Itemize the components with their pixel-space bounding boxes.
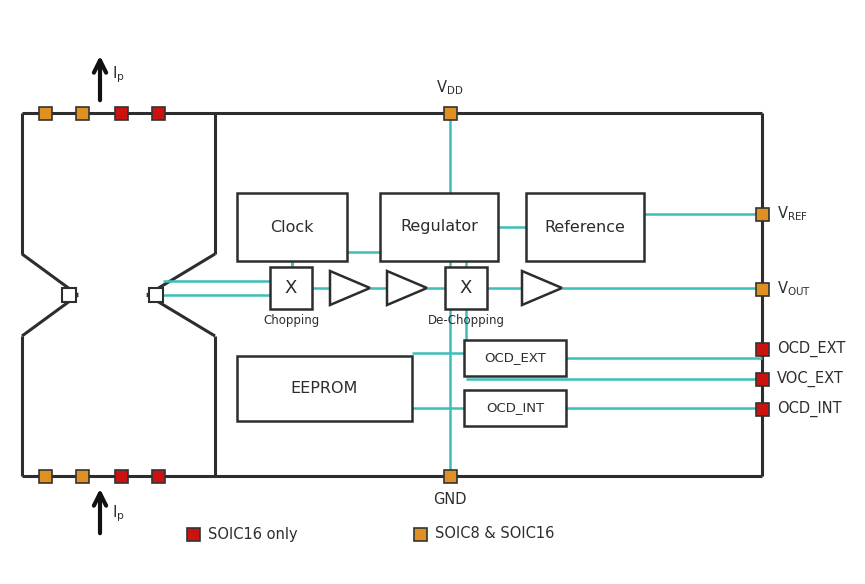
Text: Chopping: Chopping bbox=[263, 314, 319, 327]
Polygon shape bbox=[330, 271, 370, 305]
Text: VOC_EXT: VOC_EXT bbox=[777, 371, 844, 387]
Bar bbox=[114, 470, 127, 482]
Bar bbox=[237, 356, 412, 421]
Bar bbox=[62, 288, 76, 302]
Text: SOIC16 only: SOIC16 only bbox=[208, 527, 298, 541]
Bar bbox=[444, 106, 457, 120]
Text: OCD_INT: OCD_INT bbox=[486, 402, 544, 415]
Text: De-Chopping: De-Chopping bbox=[427, 314, 504, 327]
Bar bbox=[755, 207, 768, 221]
Bar bbox=[151, 106, 164, 120]
Bar bbox=[464, 340, 566, 376]
Text: Regulator: Regulator bbox=[400, 220, 478, 235]
Text: OCD_EXT: OCD_EXT bbox=[777, 341, 845, 357]
Text: V$_{\mathsf{DD}}$: V$_{\mathsf{DD}}$ bbox=[436, 78, 464, 97]
Bar bbox=[755, 402, 768, 415]
Bar bbox=[75, 470, 88, 482]
Bar bbox=[270, 267, 312, 309]
Bar bbox=[464, 390, 566, 426]
Text: SOIC8 & SOIC16: SOIC8 & SOIC16 bbox=[435, 527, 554, 541]
Text: I$_\mathsf{p}$: I$_\mathsf{p}$ bbox=[112, 503, 125, 524]
Bar bbox=[114, 106, 127, 120]
Bar bbox=[444, 470, 457, 482]
Bar bbox=[413, 527, 426, 541]
Bar bbox=[187, 527, 200, 541]
Bar bbox=[39, 106, 52, 120]
Polygon shape bbox=[387, 271, 427, 305]
Text: I$_\mathsf{p}$: I$_\mathsf{p}$ bbox=[112, 65, 125, 85]
Text: EEPROM: EEPROM bbox=[291, 381, 358, 396]
Bar bbox=[380, 193, 498, 261]
Text: V$_{\mathsf{OUT}}$: V$_{\mathsf{OUT}}$ bbox=[777, 280, 811, 298]
Bar bbox=[445, 267, 487, 309]
Bar bbox=[149, 288, 163, 302]
Text: OCD_INT: OCD_INT bbox=[777, 401, 842, 417]
Bar bbox=[755, 373, 768, 385]
Bar bbox=[526, 193, 644, 261]
Bar bbox=[75, 106, 88, 120]
Text: Clock: Clock bbox=[270, 220, 314, 235]
Text: X: X bbox=[285, 279, 298, 297]
Bar bbox=[151, 470, 164, 482]
Text: GND: GND bbox=[433, 492, 467, 507]
Polygon shape bbox=[522, 271, 562, 305]
Text: OCD_EXT: OCD_EXT bbox=[484, 352, 546, 364]
Text: X: X bbox=[460, 279, 472, 297]
Text: V$_{\mathsf{REF}}$: V$_{\mathsf{REF}}$ bbox=[777, 204, 808, 223]
Bar bbox=[755, 342, 768, 356]
Bar bbox=[755, 283, 768, 296]
Bar bbox=[237, 193, 347, 261]
Text: Reference: Reference bbox=[545, 220, 625, 235]
Bar bbox=[39, 470, 52, 482]
